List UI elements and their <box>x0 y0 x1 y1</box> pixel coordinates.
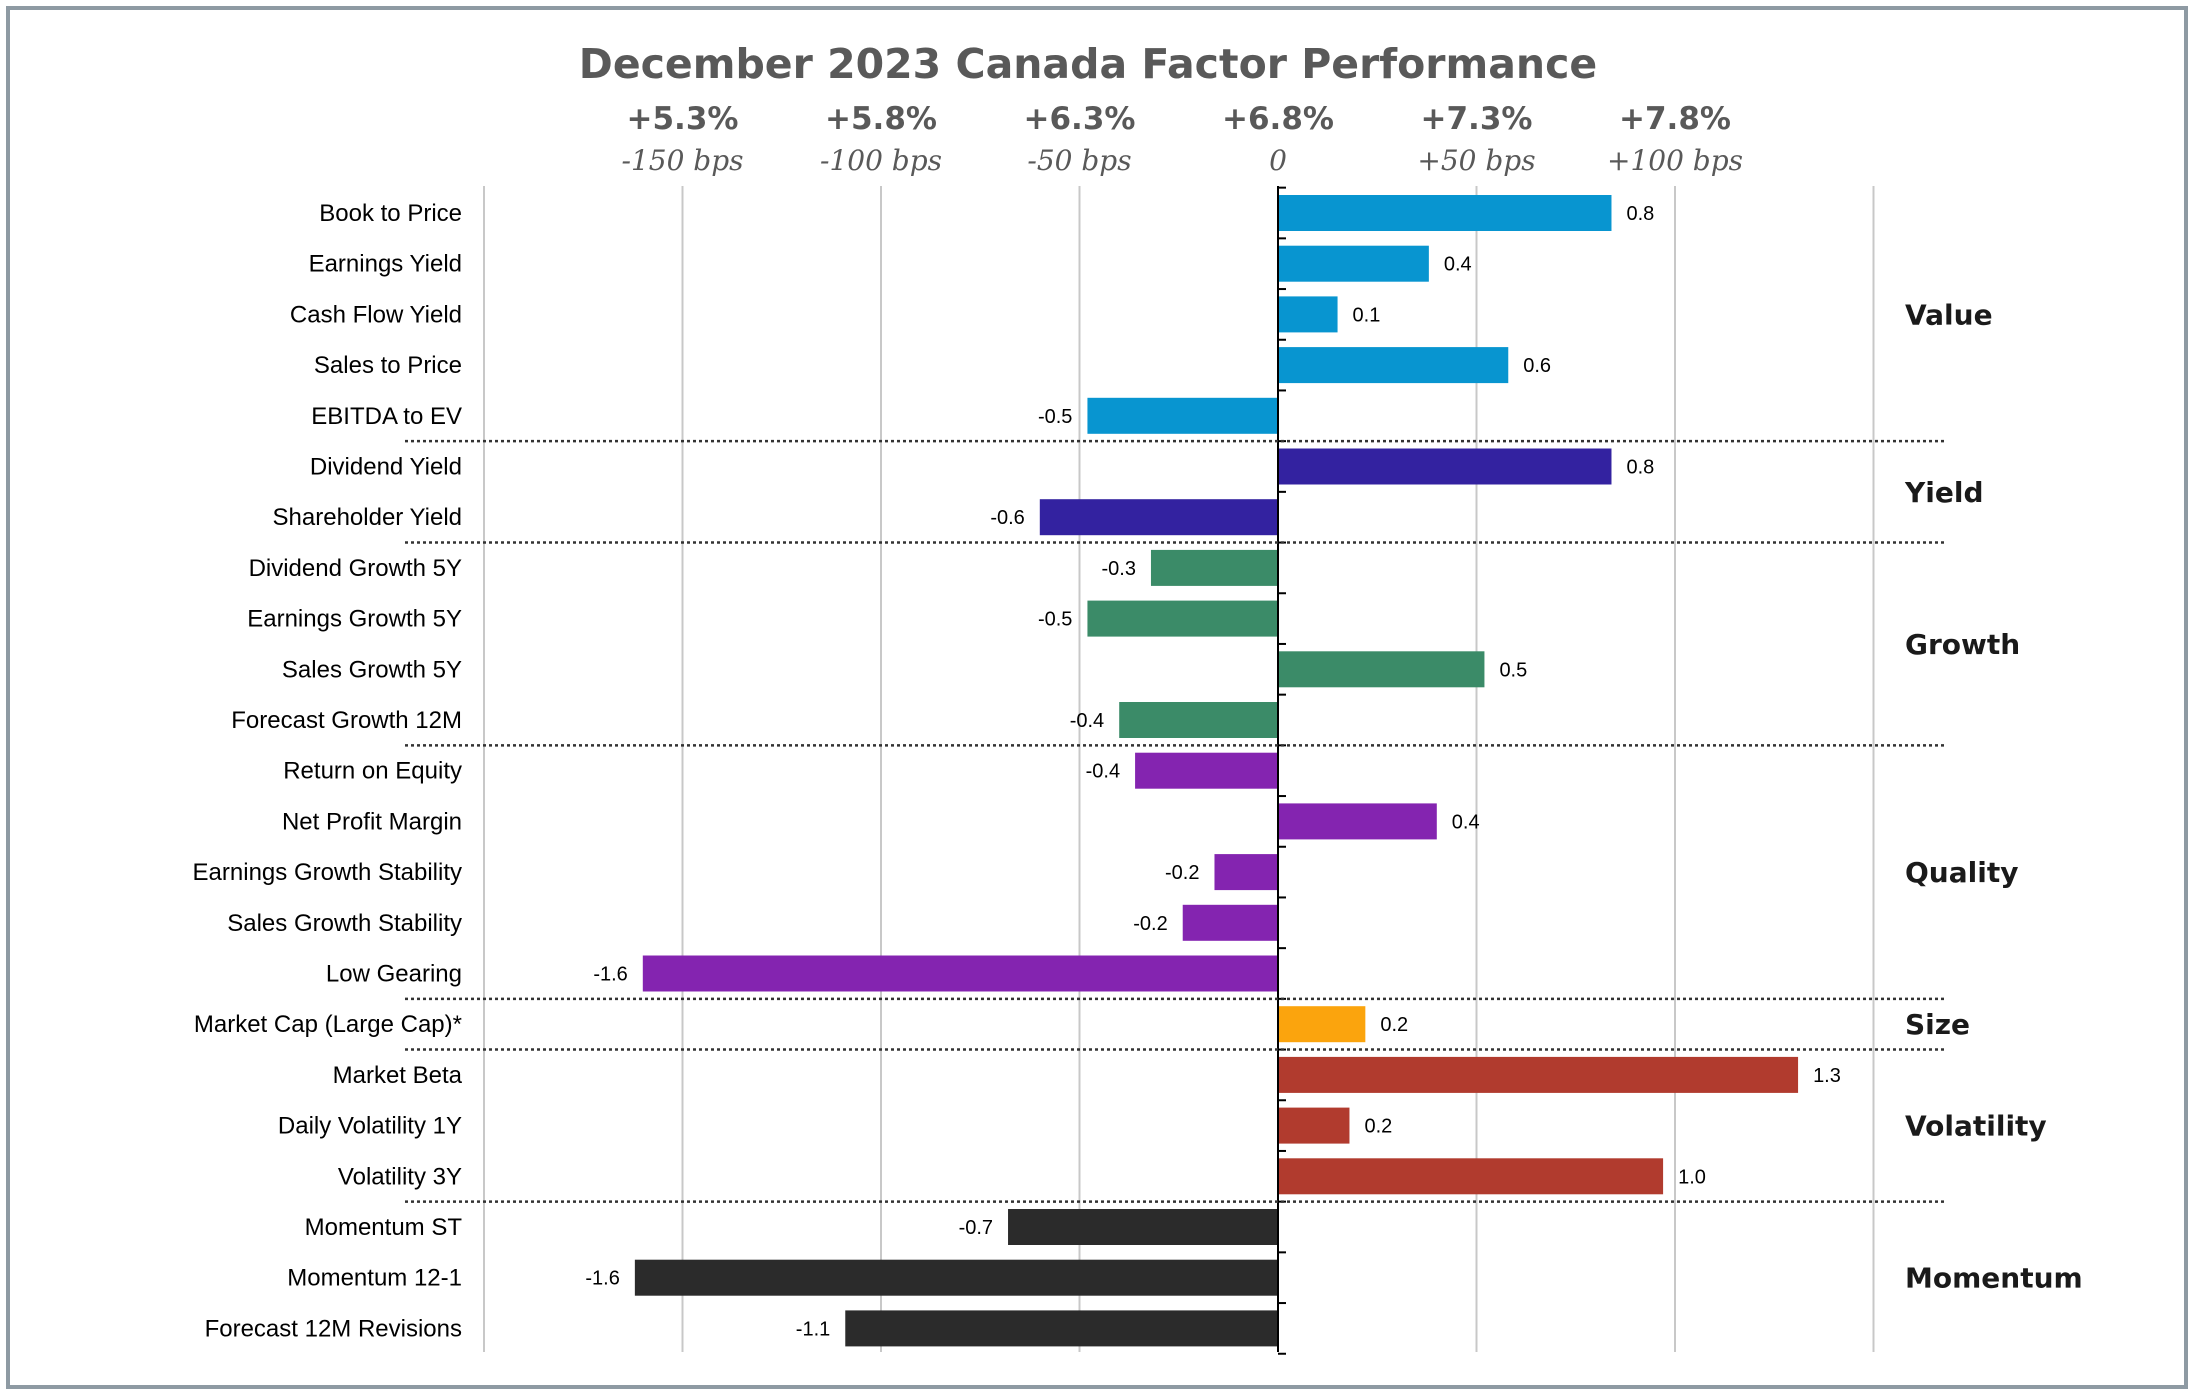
bar <box>1278 1056 1799 1093</box>
tick-label-return: +6.3% <box>1024 101 1136 137</box>
category-label: EBITDA to EV <box>311 403 462 430</box>
category-label: Cash Flow Yield <box>290 301 462 328</box>
bar <box>1087 600 1278 637</box>
chart-title: December 2023 Canada Factor Performance <box>579 40 1597 88</box>
category-label: Return on Equity <box>283 758 462 785</box>
category-label: Shareholder Yield <box>273 504 462 531</box>
category-label: Earnings Yield <box>309 251 462 278</box>
value-label: -0.5 <box>1038 609 1072 631</box>
category-label: Market Cap (Large Cap)* <box>194 1011 462 1038</box>
value-label: -0.4 <box>1070 710 1104 732</box>
axis-ticks: +5.3% -150 bps +5.8% -100 bps +6.3% -50 bps +6… <box>621 101 1743 1355</box>
tick-label-bps: +100 bps <box>1607 144 1743 177</box>
group-separators <box>405 439 1945 1203</box>
group-label: Value <box>1905 298 1993 331</box>
value-label: 0.5 <box>1499 659 1527 681</box>
bar <box>1278 296 1338 333</box>
value-label: -0.7 <box>959 1217 993 1239</box>
category-label: Dividend Yield <box>310 454 462 481</box>
group-label: Quality <box>1905 856 2018 889</box>
tick-label-bps: -150 bps <box>621 144 743 177</box>
value-label: 0.2 <box>1380 1014 1408 1036</box>
category-labels: Book to Price Earnings Yield Cash Flow Yie… <box>193 200 463 1342</box>
tick-label-return: +6.8% <box>1222 101 1334 137</box>
category-label: Volatility 3Y <box>338 1163 462 1190</box>
value-label: -1.6 <box>585 1268 619 1290</box>
value-labels: 0.8 0.4 0.1 0.6 -0.5 0.8 -0.6 -0.3 -0.5 0.5 -0.4 -0… <box>585 203 1840 1340</box>
group-labels: Value Yield Growth Quality Size Volatility Mom… <box>1904 298 2083 1294</box>
value-label: 0.2 <box>1364 1116 1392 1138</box>
category-label: Momentum 12-1 <box>287 1265 462 1292</box>
bars <box>634 195 1799 1347</box>
group-label: Size <box>1905 1008 1970 1041</box>
category-label: Momentum ST <box>305 1214 463 1241</box>
tick-label-return: +7.8% <box>1619 101 1731 137</box>
bar <box>1135 752 1278 789</box>
value-label: 0.6 <box>1523 355 1551 377</box>
value-label: -0.2 <box>1165 862 1199 884</box>
tick-label-bps: -100 bps <box>820 144 942 177</box>
bar <box>845 1310 1278 1347</box>
bar <box>1039 499 1278 536</box>
category-label: Daily Volatility 1Y <box>278 1113 462 1140</box>
value-label: 0.8 <box>1626 457 1654 479</box>
value-label: 0.4 <box>1452 811 1480 833</box>
category-label: Sales Growth 5Y <box>282 656 462 683</box>
category-label: Sales Growth Stability <box>227 910 462 937</box>
bar <box>1087 397 1278 434</box>
bar <box>1278 803 1437 840</box>
value-label: 0.1 <box>1353 304 1381 326</box>
bar <box>1278 448 1612 485</box>
bar <box>1278 245 1429 282</box>
value-label: 0.8 <box>1626 203 1654 225</box>
value-label: -0.4 <box>1086 761 1120 783</box>
value-label: -0.5 <box>1038 406 1072 428</box>
tick-label-bps: 0 <box>1269 144 1287 177</box>
chart-frame <box>6 6 2188 1389</box>
value-label: 1.3 <box>1813 1065 1841 1087</box>
group-label: Growth <box>1905 628 2020 661</box>
category-label: Market Beta <box>333 1062 463 1089</box>
bar <box>1150 549 1278 586</box>
category-label: Low Gearing <box>326 961 462 988</box>
tick-label-return: +7.3% <box>1421 101 1533 137</box>
category-label: Earnings Growth 5Y <box>247 606 462 633</box>
bar <box>1278 1107 1350 1144</box>
bar <box>1278 651 1485 688</box>
tick-label-bps: -50 bps <box>1027 144 1131 177</box>
value-label: -1.6 <box>593 964 627 986</box>
category-label: Sales to Price <box>314 352 462 379</box>
group-label: Volatility <box>1905 1110 2047 1143</box>
bar <box>1119 702 1278 738</box>
value-label: 1.0 <box>1678 1166 1706 1188</box>
bar <box>634 1259 1278 1296</box>
bar <box>1278 195 1612 231</box>
group-label: Momentum <box>1905 1262 2083 1295</box>
category-label: Earnings Growth Stability <box>193 859 462 886</box>
value-label: -0.2 <box>1133 913 1167 935</box>
category-label: Forecast Growth 12M <box>231 707 462 734</box>
tick-label-return: +5.8% <box>825 101 937 137</box>
value-label: -0.6 <box>990 507 1024 529</box>
bar <box>1214 854 1278 891</box>
value-label: -0.3 <box>1101 558 1135 580</box>
tick-label-bps: +50 bps <box>1417 144 1535 177</box>
bar <box>1278 347 1509 384</box>
value-label: -1.1 <box>796 1318 830 1340</box>
category-label: Book to Price <box>319 200 462 227</box>
value-label: 0.4 <box>1444 254 1472 276</box>
group-label: Yield <box>1904 476 1984 509</box>
bar <box>1278 1006 1366 1043</box>
bar <box>642 955 1278 992</box>
bar <box>1278 1158 1664 1195</box>
category-label: Dividend Growth 5Y <box>249 555 462 582</box>
bar <box>1182 904 1278 941</box>
category-label: Net Profit Margin <box>282 808 462 835</box>
category-label: Forecast 12M Revisions <box>205 1315 462 1342</box>
tick-label-return: +5.3% <box>627 101 739 137</box>
bar <box>1008 1209 1278 1245</box>
